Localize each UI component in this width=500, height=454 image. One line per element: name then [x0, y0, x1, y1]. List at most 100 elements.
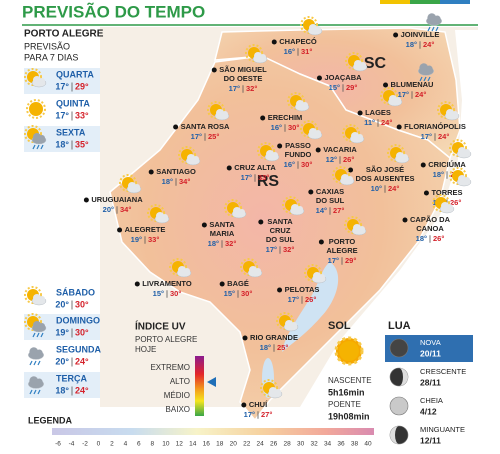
- cloud-part: [359, 226, 365, 232]
- cloud-part: [353, 224, 361, 232]
- legend-tick-label: 30: [297, 441, 305, 448]
- legend-tick-label: 10: [162, 441, 170, 448]
- cloud-icon: [176, 266, 192, 278]
- min-temp: 17°: [288, 295, 299, 304]
- city-name: JOAÇABA: [324, 73, 362, 82]
- max-temp: 26°: [305, 295, 316, 304]
- min-temp: 17°: [266, 245, 277, 254]
- uv-level: ALTO: [170, 377, 190, 386]
- city-name: PASSO: [285, 141, 311, 150]
- max-temp: 30°: [75, 299, 89, 309]
- sun-rays: [26, 99, 46, 119]
- city-name: RIO GRANDE: [250, 333, 298, 342]
- city-name: BLUMENAU: [391, 80, 434, 89]
- cloud-part: [187, 154, 195, 162]
- cloud-part: [313, 272, 321, 280]
- cloud-part: [260, 54, 266, 60]
- city-name: DO SUL: [266, 235, 295, 244]
- legend-tick-label: 14: [189, 441, 197, 448]
- city-dot: [271, 39, 277, 45]
- legend-tick-label: 8: [151, 441, 155, 448]
- legend-tick-label: 26: [270, 441, 278, 448]
- cloud-part: [39, 323, 45, 329]
- city-name: ERECHIM: [268, 113, 303, 122]
- min-temp: 19°: [55, 327, 69, 337]
- city-dot: [117, 227, 123, 233]
- city-dot: [241, 402, 247, 408]
- city-name: VACARIA: [323, 145, 357, 154]
- min-temp: 17°: [398, 90, 409, 99]
- city-name: URUGUAIANA: [91, 195, 143, 204]
- cloud-part: [395, 97, 401, 103]
- city-dot: [211, 67, 217, 73]
- min-temp: 19°: [131, 235, 142, 244]
- cloud-part: [29, 347, 39, 357]
- ocean: [300, 30, 478, 407]
- cloud-part: [275, 389, 281, 395]
- cloud-part: [269, 387, 277, 395]
- moon-lit: [390, 426, 399, 444]
- cloud-icon: [31, 133, 47, 145]
- min-temp: 20°: [55, 299, 69, 309]
- moon-date: 20/11: [420, 348, 441, 358]
- legend-tick-label: 36: [337, 441, 345, 448]
- cloud-part: [36, 378, 43, 386]
- city-name: LAGES: [365, 108, 391, 117]
- legend-tick-label: 6: [137, 441, 141, 448]
- cloud-icon: [387, 95, 403, 107]
- min-temp: 18°: [433, 170, 444, 179]
- cloud-part: [309, 24, 317, 32]
- uv-pointer: [207, 377, 216, 387]
- sun-title: SOL: [328, 320, 351, 332]
- moon-lit: [399, 368, 408, 386]
- cloud-part: [128, 182, 136, 190]
- min-temp: 12°: [326, 155, 337, 164]
- city-name: JOINVILLE: [401, 30, 440, 39]
- max-temp: 24°: [423, 40, 434, 49]
- moon-icon: [389, 396, 409, 416]
- cloud-part: [39, 296, 45, 302]
- min-temp: 15°: [329, 83, 340, 92]
- city-name: SÃO JOSÉ: [366, 165, 404, 174]
- cloud-icon: [28, 376, 44, 389]
- min-temp: 15°: [153, 289, 164, 298]
- legend-tick-label: -2: [82, 441, 88, 448]
- max-temp: 30°: [241, 289, 252, 298]
- legend-tick-label: 38: [351, 441, 359, 448]
- city-dot: [420, 162, 426, 168]
- rain-drop: [40, 332, 44, 338]
- cloud-part: [29, 376, 39, 386]
- min-temp: 18°: [208, 239, 219, 248]
- state-rs: [109, 55, 451, 422]
- city-name: LIVRAMENTO: [142, 279, 192, 288]
- cloud-part: [233, 207, 241, 215]
- cloud-part: [249, 266, 257, 274]
- rain-drop: [427, 76, 431, 82]
- cloud-icon: [307, 128, 323, 140]
- max-temp: 30°: [170, 289, 181, 298]
- legend-title: LEGENDA: [28, 415, 73, 425]
- cloud-part: [184, 268, 190, 274]
- legend-tick-label: 32: [310, 441, 318, 448]
- min-temp: 17°: [55, 110, 69, 120]
- day-name: SEXTA: [56, 127, 86, 137]
- max-temp: 27°: [261, 410, 272, 419]
- min-temp: 17°: [229, 84, 240, 93]
- max-temp: 35°: [75, 139, 89, 149]
- cloud-part: [452, 111, 458, 117]
- cloud-icon: [185, 154, 201, 166]
- city-name: ALEGRETE: [125, 225, 166, 234]
- min-temp: 15°: [224, 289, 235, 298]
- cloud-part: [426, 65, 433, 73]
- city-name: PELOTAS: [285, 285, 320, 294]
- uv-scale: [195, 356, 204, 416]
- city-dot: [357, 110, 363, 116]
- city-name: DO SUL: [316, 196, 345, 205]
- cloud-icon: [252, 52, 268, 64]
- rain-drop: [431, 26, 435, 32]
- state-label: RS: [257, 173, 280, 190]
- legend-tick-label: 4: [124, 441, 128, 448]
- cloud-icon: [31, 76, 47, 88]
